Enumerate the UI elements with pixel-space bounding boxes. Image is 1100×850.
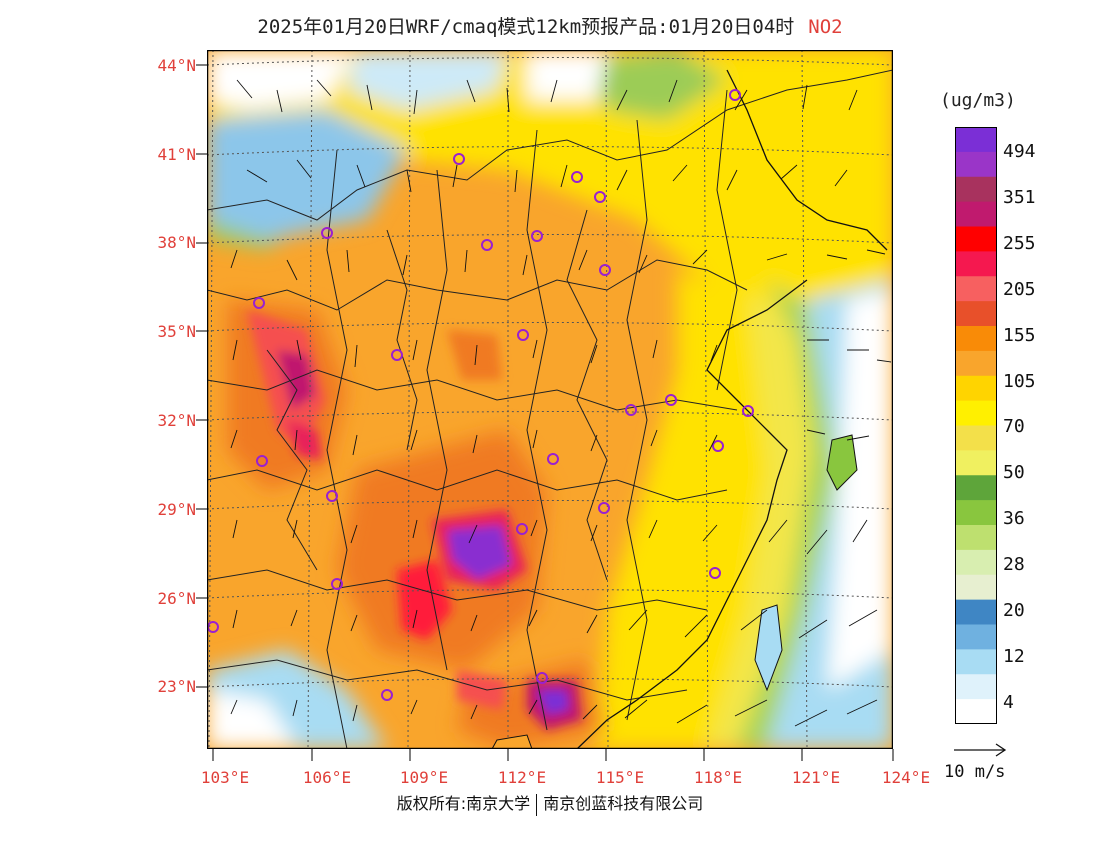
colorbar-unit: (ug/m3) xyxy=(940,90,1016,111)
colorbar-swatch xyxy=(955,425,997,451)
colorbar-swatch xyxy=(955,276,997,302)
lon-label: 118°E xyxy=(693,768,743,787)
lat-label: 35°N xyxy=(157,322,196,341)
lat-label: 26°N xyxy=(157,589,196,608)
lon-label: 121°E xyxy=(791,768,841,787)
coastline xyxy=(576,69,888,749)
colorbar-swatch xyxy=(955,127,997,153)
graticule xyxy=(207,50,893,749)
colorbar-tick-label: 28 xyxy=(1003,554,1025,576)
lon-label: 103°E xyxy=(200,768,250,787)
colorbar-swatch xyxy=(955,375,997,402)
colorbar-swatch xyxy=(955,226,997,252)
lon-label: 124°E xyxy=(881,768,931,787)
colorbar-swatch xyxy=(955,574,997,601)
colorbar-swatch xyxy=(955,599,997,626)
colorbar-swatch xyxy=(955,326,997,352)
colorbar-swatch xyxy=(955,674,997,700)
colorbar-swatch xyxy=(955,251,997,277)
copyright-right: 南京创蓝科技有限公司 xyxy=(543,794,704,813)
lat-label: 38°N xyxy=(157,233,196,252)
colorbar-swatch xyxy=(955,400,997,427)
lat-label: 23°N xyxy=(157,677,196,696)
colorbar-swatch xyxy=(955,350,997,377)
map-title: 2025年01月20日WRF/cmaq模式12km预报产品:01月20日04时 N… xyxy=(0,12,1100,39)
colorbar-swatch xyxy=(955,176,997,203)
colorbar-swatch xyxy=(955,649,997,675)
wind-reference-label: 10 m/s xyxy=(944,762,1006,782)
colorbar-swatch xyxy=(955,525,997,551)
lat-label: 41°N xyxy=(157,145,196,164)
wind-vectors xyxy=(230,79,892,727)
map-panel xyxy=(207,50,893,749)
colorbar-tick-label: 50 xyxy=(1003,462,1025,484)
colorbar-frame xyxy=(955,127,997,724)
pollutant-label: NO2 xyxy=(808,16,843,38)
lat-label: 32°N xyxy=(157,411,196,430)
colorbar-swatch xyxy=(955,699,997,724)
taiwan-outline xyxy=(754,604,783,692)
hainan-outline xyxy=(491,734,533,749)
colorbar-tick-label: 205 xyxy=(1003,278,1036,300)
colorbar-swatch xyxy=(955,301,997,327)
colorbar-tick-label: 105 xyxy=(1003,370,1036,392)
colorbar-tick-label: 20 xyxy=(1003,600,1025,621)
axis-ticks xyxy=(196,64,894,761)
copyright-left: 版权所有:南京大学 xyxy=(396,794,531,813)
colorbar-swatch xyxy=(955,151,997,178)
island-outline xyxy=(826,434,858,491)
city-markers xyxy=(207,89,754,701)
colorbar-tick-label: 36 xyxy=(1003,508,1025,530)
colorbar-swatch xyxy=(955,450,997,476)
colorbar-tick-label: 70 xyxy=(1003,416,1025,438)
colorbar-swatch xyxy=(955,201,997,228)
lon-label: 106°E xyxy=(302,768,352,787)
lat-label: 44°N xyxy=(157,56,196,75)
colorbar-tick-label: 12 xyxy=(1003,645,1025,667)
colorbar-tick-label: 255 xyxy=(1003,232,1036,254)
colorbar-swatch xyxy=(955,549,997,576)
colorbar-tick-label: 155 xyxy=(1003,324,1036,346)
lon-label: 112°E xyxy=(497,768,547,787)
copyright-footer: 版权所有:南京大学 南京创蓝科技有限公司 xyxy=(0,790,1100,816)
colorbar xyxy=(955,127,997,724)
lat-label: 29°N xyxy=(157,500,196,519)
colorbar-tick-label: 351 xyxy=(1003,186,1036,208)
colorbar-tick-label: 4 xyxy=(1003,691,1014,713)
province-boundaries xyxy=(207,69,893,749)
lon-label: 115°E xyxy=(595,768,645,787)
colorbar-tick-label: 494 xyxy=(1003,141,1036,162)
colorbar-swatch xyxy=(955,500,997,526)
lon-label: 109°E xyxy=(399,768,449,787)
map-frame xyxy=(207,50,893,749)
wind-reference-arrow xyxy=(954,743,1007,757)
footer-separator xyxy=(536,793,538,816)
colorbar-swatch xyxy=(955,624,997,650)
title-text: 2025年01月20日WRF/cmaq模式12km预报产品:01月20日04时 xyxy=(257,16,795,38)
colorbar-swatch xyxy=(955,475,997,501)
